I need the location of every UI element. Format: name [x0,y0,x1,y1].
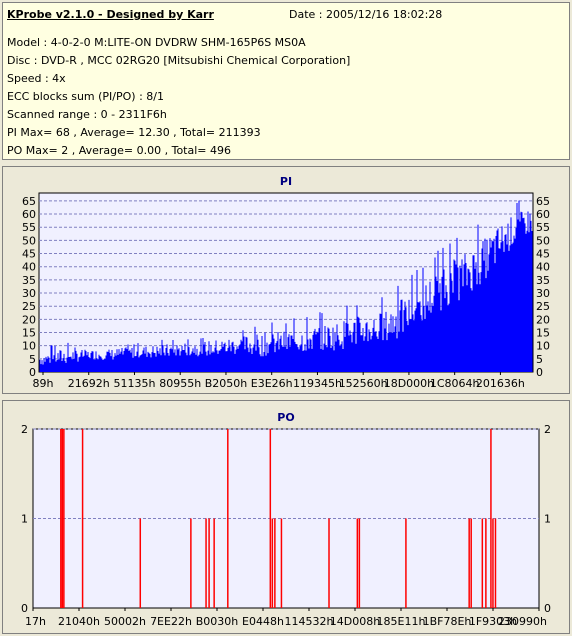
app-title: KProbe v2.1.0 - Designed by Karr [7,8,214,21]
scan-date: Date : 2005/12/16 18:02:28 [289,8,443,21]
pi-y-tick-left: 0 [29,366,36,379]
pi-y-tick-left: 35 [22,274,36,287]
po-x-tick-label: 1BF78Eh [423,615,472,628]
pi-y-tick-left: 60 [22,208,36,221]
po-y-tick-left: 1 [21,513,28,526]
pi-x-tick-label: 89h [33,377,54,390]
pi-x-tick-label: 119345h [293,377,342,390]
pi-y-tick-left: 40 [22,261,36,274]
pi-x-tick-label: 18D000h [384,377,434,390]
pi-y-tick-right: 65 [536,195,550,208]
pi-y-tick-left: 55 [22,221,36,234]
po-stats-info: PO Max= 2 , Average= 0.00 , Total= 496 [7,144,231,157]
pi-y-tick-right: 20 [536,313,550,326]
po-x-tick-label: 21040h [58,615,100,628]
pi-y-tick-right: 55 [536,221,550,234]
po-x-tick-label: E0448h [242,615,284,628]
po-x-tick-label: 50002h [104,615,146,628]
po-x-tick-label: 7EE22h [150,615,192,628]
pi-y-tick-left: 5 [29,353,36,366]
pi-y-tick-right: 25 [536,300,550,313]
pi-x-tick-label: 201636h [476,377,525,390]
po-chart-title: PO [277,411,294,424]
pi-y-tick-right: 5 [536,353,543,366]
po-y-tick-right: 0 [544,602,551,615]
pi-y-tick-right: 0 [536,366,543,379]
pi-y-tick-right: 45 [536,248,550,261]
pi-y-tick-left: 25 [22,300,36,313]
po-x-tick-label: B0030h [196,615,239,628]
pi-y-tick-left: 15 [22,327,36,340]
po-x-tick-label: 230990h [498,615,547,628]
po-x-tick-label: 14D008h [330,615,380,628]
pi-y-tick-right: 10 [536,340,550,353]
pi-y-tick-right: 60 [536,208,550,221]
pi-y-tick-right: 40 [536,261,550,274]
pi-y-tick-left: 45 [22,248,36,261]
pi-stats-info: PI Max= 68 , Average= 12.30 , Total= 211… [7,126,261,139]
ecc-info: ECC blocks sum (PI/PO) : 8/1 [7,90,164,103]
po-y-tick-right: 1 [544,513,551,526]
pi-chart-panel: PI 0 0 5 5 10 10 15 15 20 20 25 25 30 30 35 35 40 40 45 45 50… [2,166,570,394]
po-x-tick-label: 17h [25,615,46,628]
pi-x-tick-label: 152560h [339,377,388,390]
pi-y-tick-left: 20 [22,313,36,326]
pi-y-tick-right: 50 [536,234,550,247]
disc-info: Disc : DVD-R , MCC 02RG20 [Mitsubishi Ch… [7,54,351,67]
pi-x-tick-label: 51135h [113,377,155,390]
info-panel: KProbe v2.1.0 - Designed by Karr Date : … [2,2,570,160]
po-y-tick-left: 2 [21,423,28,436]
pi-y-tick-left: 10 [22,340,36,353]
pi-y-tick-left: 50 [22,234,36,247]
pi-x-tick-label: 80955h [159,377,201,390]
speed-info: Speed : 4x [7,72,66,85]
scanned-range-info: Scanned range : 0 - 2311F6h [7,108,167,121]
model-info: Model : 4-0-2-0 M:LITE-ON DVDRW SHM-165P… [7,36,306,49]
po-x-tick-label: 1F9303h [469,615,517,628]
pi-x-tick-label: 21692h [68,377,110,390]
pi-y-tick-right: 15 [536,327,550,340]
po-x-tick-label: 114532h [285,615,334,628]
po-y-tick-right: 2 [544,423,551,436]
pi-y-tick-right: 30 [536,287,550,300]
po-chart: PO 0 0 1 1 2 2 17h 21040h 50002h 7EE22h B0030h E0448… [21,411,551,628]
po-chart-panel: PO 0 0 1 1 2 2 17h 21040h 50002h 7EE22h B0030h E0448… [2,400,570,634]
pi-y-tick-left: 65 [22,195,36,208]
po-y-tick-left: 0 [21,602,28,615]
po-x-tick-label: 185E11h [377,615,426,628]
pi-x-tick-label: 1C8064h [430,377,480,390]
pi-y-tick-left: 30 [22,287,36,300]
pi-x-tick-label: E3E26h [251,377,293,390]
pi-chart-title: PI [280,175,292,188]
pi-x-tick-label: B2050h [205,377,248,390]
pi-y-tick-right: 35 [536,274,550,287]
